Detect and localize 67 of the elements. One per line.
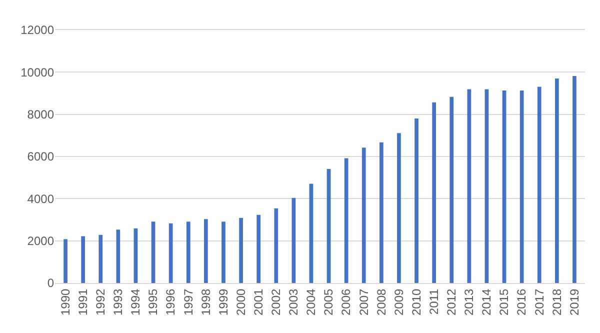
y-tick-label: 10000 xyxy=(20,65,54,80)
x-tick-label: 1993 xyxy=(111,288,126,316)
x-tick-label: 2014 xyxy=(480,288,494,316)
x-tick-label: 2008 xyxy=(374,288,388,316)
x-tick-label: 1997 xyxy=(181,288,196,316)
bar xyxy=(222,222,226,283)
bar xyxy=(292,198,296,283)
bar xyxy=(362,148,366,283)
x-tick-label: 1999 xyxy=(216,288,230,316)
y-tick-label: 12000 xyxy=(20,23,54,38)
bar xyxy=(326,168,331,283)
bar xyxy=(309,184,314,283)
bar xyxy=(81,236,86,283)
bar xyxy=(554,78,559,283)
bar xyxy=(432,102,436,283)
bar xyxy=(186,222,190,283)
x-tick-label: 1995 xyxy=(146,288,160,316)
bar xyxy=(450,96,454,283)
bar xyxy=(134,228,138,283)
x-tick-label: 1990 xyxy=(58,288,72,316)
bar xyxy=(572,76,576,283)
x-tick-label: 2017 xyxy=(532,288,546,316)
bar xyxy=(64,239,68,283)
x-tick-label: 2011 xyxy=(426,288,441,315)
bar xyxy=(151,222,156,283)
bar xyxy=(484,89,489,283)
y-tick-label: 6000 xyxy=(27,150,54,164)
bar xyxy=(467,89,472,283)
bar xyxy=(397,133,401,283)
bar xyxy=(502,90,506,283)
x-tick-label: 2016 xyxy=(514,288,529,316)
x-tick-label: 2012 xyxy=(444,288,459,316)
bar xyxy=(168,223,173,283)
x-tick-label: 2003 xyxy=(286,288,301,316)
bar xyxy=(98,234,103,283)
y-tick-label: 2000 xyxy=(27,234,54,248)
x-tick-label: 2002 xyxy=(269,288,284,316)
bar xyxy=(520,90,524,283)
y-tick-label: 8000 xyxy=(27,108,54,122)
x-tick-label: 2010 xyxy=(409,288,424,316)
x-tick-label: 2018 xyxy=(550,288,564,316)
x-tick-label: 2013 xyxy=(462,288,476,316)
x-tick-label: 2005 xyxy=(322,288,336,316)
bar xyxy=(256,214,261,283)
x-tick-label: 2015 xyxy=(497,288,512,316)
x-tick-label: 1996 xyxy=(164,288,178,316)
x-tick-label: 2004 xyxy=(304,288,318,316)
x-tick-label: 1994 xyxy=(128,288,143,316)
bar xyxy=(116,230,120,283)
bar xyxy=(204,219,208,283)
x-tick-label: 2019 xyxy=(567,288,582,316)
bar xyxy=(537,86,542,283)
y-tick-label: 4000 xyxy=(27,192,54,206)
x-tick-label: 2006 xyxy=(339,288,354,316)
x-tick-label: 2001 xyxy=(251,288,266,316)
x-tick-label: 2009 xyxy=(392,288,406,316)
bar xyxy=(239,218,243,283)
x-tick-label: 2007 xyxy=(356,288,371,316)
bar xyxy=(274,208,278,283)
x-tick-label: 1998 xyxy=(198,288,213,316)
x-tick-label: 1991 xyxy=(76,288,90,316)
bar xyxy=(379,142,384,283)
y-tick-label: 0 xyxy=(47,276,54,290)
bar xyxy=(414,118,418,283)
x-tick-label: 2000 xyxy=(234,288,248,316)
x-tick-label: 1992 xyxy=(94,288,108,316)
bar xyxy=(344,158,348,283)
